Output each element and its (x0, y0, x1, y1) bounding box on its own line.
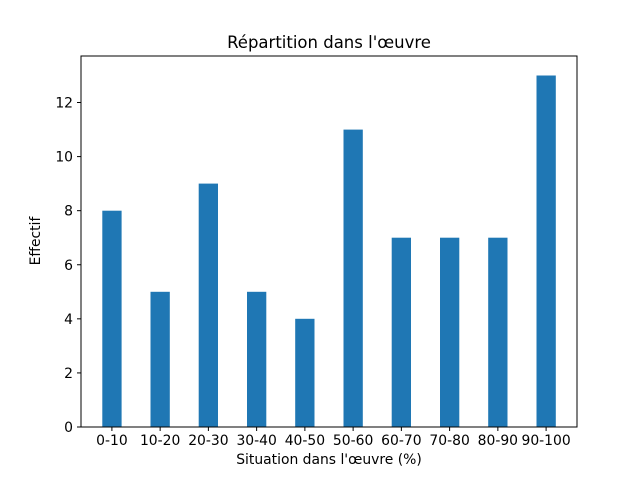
bar (391, 237, 411, 427)
bar (536, 75, 556, 427)
y-tick-label: 0 (64, 420, 73, 436)
y-axis-ticks: 0 2 4 6 8 10 12 (55, 96, 81, 436)
y-tick-label: 8 (64, 204, 73, 220)
bar (488, 237, 508, 427)
chart-title: Répartition dans l'œuvre (227, 33, 431, 52)
x-tick-label: 0-10 (96, 433, 128, 449)
x-tick-label: 30-40 (236, 433, 276, 449)
x-tick-label: 90-100 (521, 433, 570, 449)
bar (247, 291, 267, 427)
x-tick-label: 20-30 (188, 433, 228, 449)
bar (440, 237, 460, 427)
x-tick-label: 60-70 (381, 433, 421, 449)
bar (343, 129, 363, 427)
bar (102, 210, 122, 427)
x-tick-label: 50-60 (333, 433, 373, 449)
x-axis-label: Situation dans l'œuvre (%) (236, 452, 422, 468)
y-tick-label: 12 (55, 96, 73, 112)
axes-frame (80, 55, 578, 428)
x-tick-label: 80-90 (478, 433, 518, 449)
y-axis-label: Effectif (28, 216, 44, 266)
bar (150, 291, 170, 427)
x-tick-label: 70-80 (429, 433, 469, 449)
y-tick-label: 10 (55, 150, 73, 166)
x-tick-label: 10-20 (140, 433, 180, 449)
y-tick-label: 2 (64, 366, 73, 382)
x-axis-ticks: 0-10 10-20 20-30 30-40 40-50 50-60 60-70 70-80 8… (96, 427, 571, 449)
bars-group (102, 75, 556, 427)
bar (198, 183, 218, 427)
bar (295, 318, 315, 427)
y-tick-label: 6 (64, 258, 73, 274)
y-tick-label: 4 (64, 312, 73, 328)
x-tick-label: 40-50 (285, 433, 325, 449)
